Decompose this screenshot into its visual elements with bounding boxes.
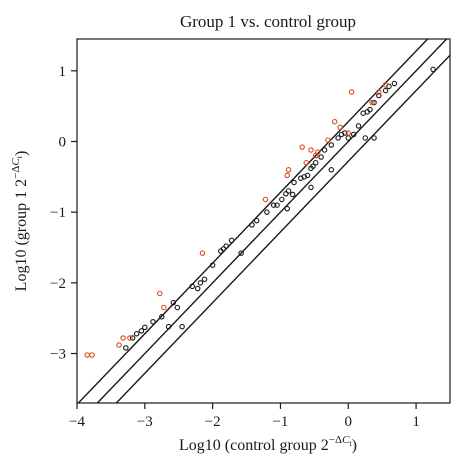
- data-point-s1-38: [321, 147, 328, 153]
- data-point-s1-33: [304, 172, 311, 179]
- data-point-s2-13: [303, 159, 309, 166]
- data-point-s1-3: [133, 330, 140, 337]
- data-point-s1-2: [129, 335, 136, 341]
- data-point-s1-60: [165, 323, 172, 330]
- data-point-s2-6: [156, 290, 163, 297]
- data-point-s2-20: [348, 89, 355, 95]
- data-point-s2-19: [345, 130, 352, 136]
- data-point-s1-20: [238, 250, 244, 256]
- data-point-s2-2: [89, 352, 95, 358]
- data-point-s1-59: [274, 202, 280, 208]
- data-point-s2-18: [331, 118, 338, 125]
- plot-frame: [76, 38, 451, 404]
- data-point-s1-17: [220, 246, 227, 252]
- data-point-s1-30: [291, 179, 297, 186]
- y-tick-label: −3: [50, 347, 66, 363]
- reference-line-1: [77, 38, 429, 404]
- reference-line-2: [96, 38, 448, 404]
- data-point-s1-54: [362, 135, 368, 141]
- data-point-s2-22: [376, 89, 382, 95]
- y-tick-label: −1: [50, 205, 66, 221]
- x-axis-label: Log10 (control group 2−ΔCt): [179, 434, 357, 454]
- y-tick-label: −2: [50, 276, 66, 292]
- data-point-s1-50: [376, 92, 382, 99]
- x-tick-label: −2: [205, 414, 221, 430]
- data-point-s1-39: [328, 142, 335, 148]
- data-point-s2-11: [285, 167, 292, 173]
- data-point-s2-24: [337, 124, 343, 131]
- data-points: [84, 66, 436, 358]
- data-point-s1-27: [284, 205, 290, 212]
- data-point-s1-15: [209, 262, 216, 268]
- data-point-s2-1: [84, 352, 90, 358]
- data-point-s1-28: [285, 188, 292, 194]
- data-point-s1-44: [350, 131, 357, 138]
- data-point-s1-26: [283, 191, 289, 197]
- data-point-s1-5: [142, 324, 148, 331]
- x-tick-label: −1: [272, 414, 288, 430]
- data-point-s1-45: [355, 123, 362, 129]
- data-point-s2-7: [161, 304, 167, 311]
- y-tick-label: 0: [59, 134, 67, 150]
- data-point-s1-40: [335, 135, 341, 141]
- data-point-s1-13: [197, 280, 204, 286]
- data-point-s1-36: [312, 159, 319, 166]
- data-point-s1-25: [279, 196, 285, 203]
- data-point-s1-35: [310, 163, 316, 169]
- data-point-s1-23: [264, 209, 270, 215]
- data-point-s1-19: [228, 237, 235, 244]
- y-axis-ticks: −3 −2 −1 0 1: [50, 64, 77, 363]
- data-point-s1-18: [223, 243, 229, 249]
- x-tick-label: −3: [137, 414, 153, 430]
- data-point-s2-21: [369, 99, 375, 106]
- data-point-s1-53: [391, 80, 398, 87]
- data-point-s1-43: [345, 135, 352, 141]
- data-point-s1-51: [382, 87, 389, 94]
- data-point-s1-57: [328, 167, 335, 173]
- data-point-s1-12: [194, 285, 201, 292]
- data-point-s1-56: [430, 66, 436, 73]
- data-point-s2-3: [116, 342, 122, 348]
- data-point-s1-4: [138, 328, 145, 334]
- x-tick-label: 0: [345, 414, 353, 430]
- data-point-s2-14: [308, 147, 314, 153]
- data-point-s1-10: [179, 323, 185, 330]
- reference-line-3: [115, 54, 451, 404]
- data-point-s2-23: [382, 82, 389, 88]
- data-point-s2-12: [299, 144, 305, 150]
- reference-lines: [77, 38, 451, 404]
- x-tick-label: −4: [69, 414, 85, 430]
- data-point-s1-6: [150, 318, 156, 325]
- data-point-s2-17: [325, 137, 331, 143]
- data-point-s1-22: [253, 217, 260, 224]
- data-point-s1-11: [189, 283, 196, 290]
- data-point-s1-55: [371, 135, 377, 141]
- x-axis-ticks: −4 −3 −2 −1 0 1: [69, 403, 420, 430]
- data-point-s1-8: [170, 299, 177, 306]
- data-point-s1-58: [308, 184, 314, 191]
- data-point-s1-49: [371, 99, 377, 106]
- data-point-s2-9: [262, 196, 269, 203]
- x-tick-label: 1: [412, 414, 420, 430]
- data-point-s2-4: [120, 335, 126, 341]
- y-axis-label: Log10 (group 1 2−ΔCt): [10, 151, 30, 292]
- data-point-s1-48: [367, 106, 373, 113]
- data-point-s1-21: [249, 222, 255, 228]
- data-point-s1-7: [159, 314, 165, 320]
- data-point-s1-29: [289, 191, 296, 198]
- data-point-s1-14: [201, 276, 208, 283]
- data-point-s2-5: [127, 335, 133, 341]
- data-point-s2-8: [199, 250, 206, 256]
- data-point-s1-1: [123, 345, 129, 351]
- data-point-s1-42: [342, 130, 348, 136]
- y-tick-label: 1: [59, 64, 67, 80]
- data-point-s2-10: [284, 172, 290, 179]
- chart-title: Group 1 vs. control group: [180, 12, 356, 31]
- data-point-s1-9: [174, 304, 181, 311]
- data-point-s2-16: [315, 149, 321, 155]
- data-point-s1-24: [270, 202, 277, 208]
- data-point-s1-37: [318, 154, 324, 160]
